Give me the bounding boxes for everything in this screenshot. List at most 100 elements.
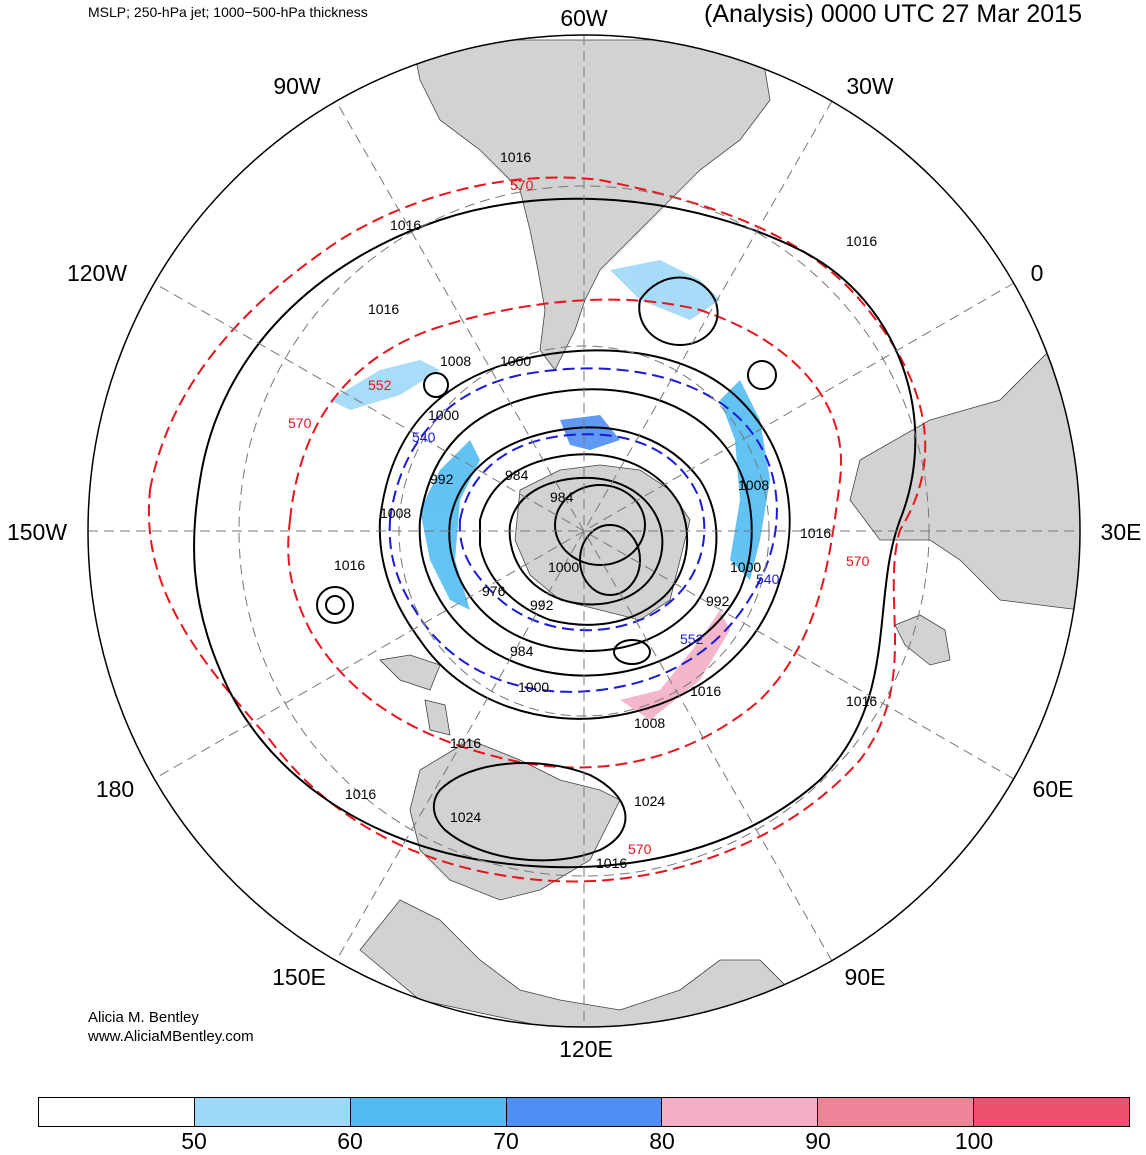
thickness-cold-contour — [458, 433, 706, 632]
longitude-label: 180 — [96, 776, 134, 802]
isobar-984-contour — [479, 453, 688, 626]
isobar-label: 1008 — [440, 353, 471, 369]
thickness-label: 540 — [412, 429, 436, 445]
isobar-label: 984 — [505, 467, 529, 483]
isobar-high-south-contour — [432, 762, 627, 862]
jet-core-southeast — [620, 610, 730, 720]
polar-map: 1016 1016 1016 1016 1008 1000 1000 992 9… — [7, 5, 1142, 1062]
isobar-label: 992 — [706, 593, 730, 609]
isobar-992-contour — [448, 426, 718, 652]
longitude-label: 150W — [7, 519, 67, 545]
isobar-cyclone-core — [579, 524, 641, 596]
isobar-label-layer: 1016 1016 1016 1016 1008 1000 1000 992 9… — [334, 149, 877, 871]
thickness-label: 570 — [288, 415, 312, 431]
longitude-label: 120E — [559, 1036, 613, 1062]
madagascar-land — [894, 614, 951, 666]
isobar-label: 1000 — [730, 559, 761, 575]
isobar-label: 1016 — [846, 693, 877, 709]
longitude-label: 120W — [67, 260, 127, 286]
isobar-1000-contour — [418, 388, 753, 677]
colorbar-segment — [662, 1098, 819, 1126]
jet-core-north — [610, 260, 720, 320]
colorbar-segment — [974, 1098, 1130, 1126]
longitude-label-layer: 60W 30W 0 30E 60E 90E 120E 150E 180 150W… — [7, 5, 1142, 1062]
longitude-label: 30W — [846, 73, 894, 99]
colorbar-tick-label: 90 — [805, 1128, 831, 1154]
thickness-label: 570 — [628, 841, 652, 857]
australia-land — [409, 739, 621, 901]
longitude-label: 60E — [1033, 776, 1074, 802]
isobar-label: 1000 — [548, 559, 579, 575]
longitude-label: 90E — [845, 964, 886, 990]
colorbar-tick-label: 100 — [954, 1128, 994, 1154]
antarctica-land — [514, 464, 691, 621]
isobar-label: 1016 — [345, 786, 376, 802]
jet-colorbar — [38, 1097, 1130, 1127]
isobar-label: 992 — [430, 471, 454, 487]
map-border — [87, 34, 1081, 1028]
colorbar-segment — [350, 1098, 507, 1126]
isobar-label: 1008 — [380, 505, 411, 521]
isobar-label: 1024 — [634, 793, 665, 809]
isobar-label: 984 — [550, 489, 574, 505]
isobar-cyclone-west-inner — [325, 595, 345, 615]
colorbar-segment — [818, 1098, 975, 1126]
isobar-cyclone-east — [747, 360, 777, 390]
isobar-976-contour — [508, 476, 664, 606]
isobar-label: 1016 — [500, 149, 531, 165]
graticule-layer — [88, 35, 1080, 1027]
south-america-land — [411, 39, 771, 371]
thickness-label: 570 — [846, 553, 870, 569]
author-website: www.AliciaMBentley.com — [88, 1028, 254, 1045]
longitude-label: 0 — [1031, 260, 1044, 286]
valid-time-title: (Analysis) 0000 UTC 27 Mar 2015 — [704, 0, 1082, 28]
isobar-high-north-contour — [638, 276, 719, 347]
isobar-label: 1016 — [800, 525, 831, 541]
map-disc: 1016 1016 1016 1016 1008 1000 1000 992 9… — [88, 35, 1080, 1027]
jet-core-east — [720, 380, 770, 580]
colorbar-segment — [194, 1098, 351, 1126]
isobar-label: 984 — [510, 643, 534, 659]
longitude-label: 90W — [273, 73, 321, 99]
isobar-label: 1016 — [390, 217, 421, 233]
isobar-label: 1000 — [428, 407, 459, 423]
jet-core-northwest — [330, 360, 440, 410]
thickness-552-contour — [287, 298, 843, 769]
isobar-cyclone-west — [316, 586, 354, 624]
isobar-outer-contour — [193, 197, 917, 869]
new-zealand-land — [379, 654, 451, 736]
colorbar-segment — [39, 1098, 195, 1126]
longitude-label: 30E — [1101, 519, 1142, 545]
colorbar-tick-label: 70 — [493, 1128, 519, 1154]
isobar-label: 1024 — [450, 809, 481, 825]
isobar-label: 1016 — [596, 855, 627, 871]
isobar-label: 1016 — [846, 233, 877, 249]
colorbar-tick-label: 50 — [181, 1128, 207, 1154]
author-name: Alicia M. Bentley — [88, 1009, 199, 1026]
isobar-label: 992 — [530, 597, 554, 613]
author-credit: Alicia M. Bentley www.AliciaMBentley.com — [88, 1008, 254, 1046]
isobar-cyclone-southeast — [613, 639, 651, 665]
isobar-label: 1008 — [634, 715, 665, 731]
isobar-label: 1008 — [738, 477, 769, 493]
isobar-label: 1016 — [368, 301, 399, 317]
isobar-contour-layer — [193, 197, 917, 869]
isobar-1008-contour — [378, 349, 791, 720]
isobar-cyclone-northwest — [423, 372, 449, 398]
thickness-label: 552 — [368, 377, 392, 393]
thickness-label: 552 — [680, 631, 704, 647]
colorbar-segment — [506, 1098, 663, 1126]
isobar-label: 1000 — [518, 679, 549, 695]
longitude-label: 60W — [560, 5, 608, 31]
thickness-label: 570 — [510, 177, 534, 193]
thickness-label: 540 — [756, 571, 780, 587]
isobar-label: 1016 — [334, 557, 365, 573]
colorbar-tick-label: 60 — [337, 1128, 363, 1154]
thickness-label-layer: 570 552 570 540 570 540 570 552 — [288, 177, 870, 857]
thickness-540-contour — [388, 367, 778, 693]
jet-core-antarctic — [560, 415, 620, 450]
isobar-label: 1000 — [500, 353, 531, 369]
meridian-90e-90w — [335, 100, 833, 962]
colorbar-tick-label: 80 — [649, 1128, 675, 1154]
map-fields-title: MSLP; 250-hPa jet; 1000−500-hPa thicknes… — [88, 4, 368, 20]
